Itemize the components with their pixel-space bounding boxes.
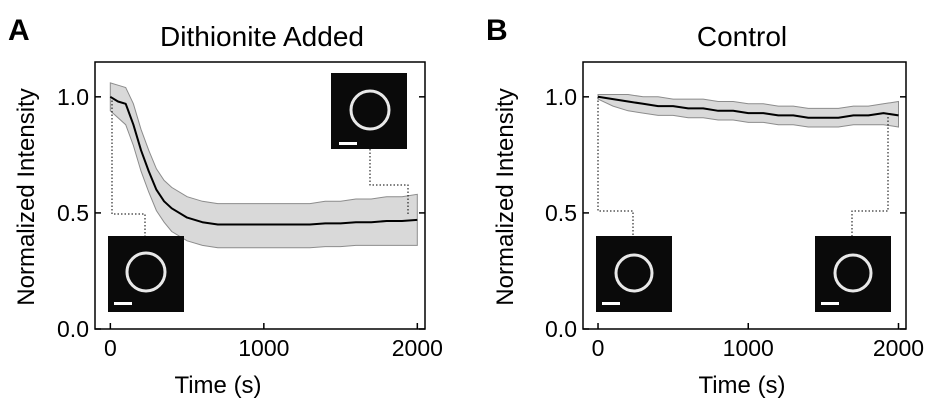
panel-b-band-layer	[597, 94, 899, 128]
panel-b-ytick-label: 0.0	[545, 316, 577, 342]
inset-image	[596, 236, 672, 312]
panel-a-xtick-label: 1000	[238, 335, 289, 361]
vesicle-ring	[833, 253, 873, 293]
panel-b-ylabel: Normalized Intensity	[492, 88, 519, 305]
panel-b-line-layer	[597, 95, 899, 119]
panel-b-leader-end	[851, 117, 889, 236]
vesicle-ring	[349, 89, 391, 131]
panel-a-ytick-label: 1.0	[57, 84, 89, 110]
panel-b-inset-start	[596, 236, 672, 312]
vesicle-ring	[614, 253, 654, 293]
scale-bar	[339, 142, 357, 145]
inset-image	[108, 236, 184, 312]
panel-a-tick-layer: 0 1000 2000 0.0 0.5 1.0	[57, 84, 443, 361]
panel-a-plot-frame	[94, 61, 426, 330]
panel-b-inset-end	[815, 236, 891, 312]
scale-bar	[114, 302, 132, 305]
panel-a-line-layer	[109, 95, 418, 226]
inset-image	[815, 236, 891, 312]
panel-a-inset-end	[331, 73, 407, 149]
panel-b-plot-frame	[582, 61, 907, 330]
panel-b-leader-start	[597, 97, 634, 236]
panel-a-xtick-label: 0	[104, 335, 117, 361]
panel-a-inset-start	[108, 236, 184, 312]
panel-a-leader-end	[369, 149, 409, 215]
panel-a-ylabel: Normalized Intensity	[13, 88, 40, 305]
panel-b-xtick-label: 2000	[873, 335, 924, 361]
scale-bar	[602, 302, 620, 305]
panel-a-label: A	[8, 14, 30, 47]
panel-a: A Dithionite Added 0 1000 2000 0.0 0.5 1.0 Ti…	[8, 14, 443, 399]
panel-a-error-band-0	[109, 82, 418, 249]
panel-b-xlabel: Time (s)	[698, 372, 785, 399]
panel-a-ytick-label: 0.0	[57, 316, 89, 342]
panel-a-xlabel: Time (s)	[174, 372, 261, 399]
panel-a-title: Dithionite Added	[160, 21, 364, 52]
panel-a-xtick-label: 2000	[392, 335, 443, 361]
panel-b-error-band-0	[597, 94, 899, 128]
panel-a-ytick-label: 0.5	[57, 200, 89, 226]
panel-a-mean-line-0	[109, 95, 418, 226]
vesicle-ring	[125, 251, 167, 293]
panel-b-xtick-label: 1000	[723, 335, 774, 361]
scale-bar	[821, 302, 839, 305]
panel-b: B Control 0 1000 2000 0.0 0.5 1.0 Time (s) No…	[486, 14, 924, 399]
panel-b-ytick-label: 0.5	[545, 200, 577, 226]
inset-image	[331, 73, 407, 149]
panel-b-xtick-label: 0	[592, 335, 605, 361]
panel-b-title: Control	[697, 21, 787, 52]
panel-a-band-layer	[109, 82, 418, 249]
panel-b-tick-layer: 0 1000 2000 0.0 0.5 1.0	[545, 84, 924, 361]
panel-a-leader-start	[111, 97, 146, 236]
panel-b-mean-line-0	[597, 95, 899, 119]
panel-b-label: B	[486, 14, 508, 47]
panel-b-ytick-label: 1.0	[545, 84, 577, 110]
